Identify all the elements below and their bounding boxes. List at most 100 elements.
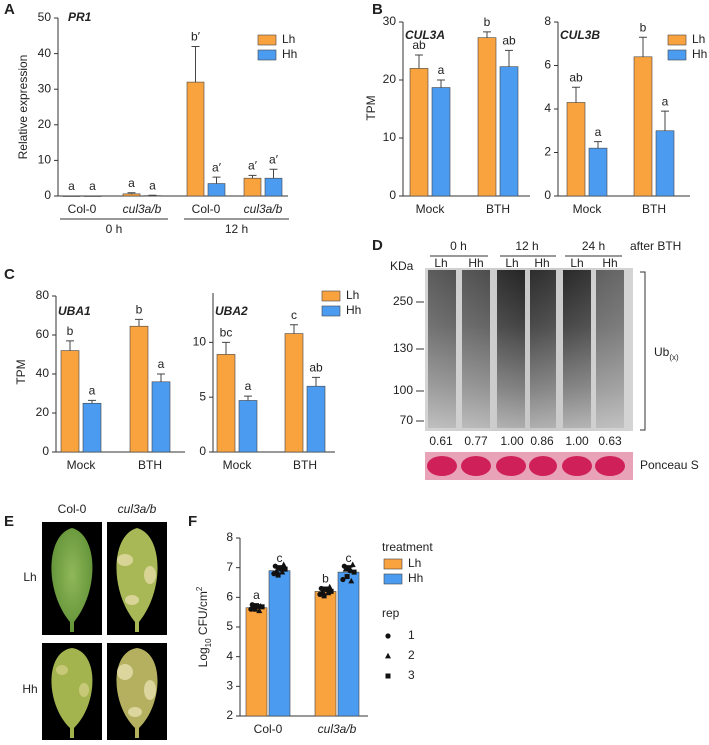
- y-tick-label: 3: [226, 679, 233, 693]
- point: [340, 576, 346, 583]
- significance-letter: b′: [191, 30, 201, 44]
- point: [252, 606, 258, 612]
- legend-swatch: [257, 34, 277, 46]
- significance-letter: ab: [502, 34, 516, 48]
- y-tick-label: 0: [389, 188, 396, 202]
- significance-letter: a: [438, 63, 445, 77]
- error-bar: [290, 324, 298, 334]
- y-axis-label-part: TPM: [364, 95, 378, 120]
- x-tick-label: BTH: [293, 458, 317, 472]
- y-tick-label: 0: [44, 188, 51, 202]
- bar: [151, 381, 171, 453]
- y-tick-label: 20: [38, 117, 52, 131]
- y-tick-label: 8: [226, 530, 233, 544]
- legend-marker: [385, 673, 391, 679]
- bar: [633, 56, 653, 197]
- marker-label: 130: [393, 341, 413, 355]
- legend-label: 3: [408, 668, 415, 682]
- point: [273, 567, 280, 574]
- bar: [216, 354, 236, 453]
- significance-letter: b: [322, 572, 329, 586]
- timepoint-label: 12 h: [515, 239, 538, 253]
- point: [277, 565, 282, 571]
- bar: [431, 87, 451, 197]
- bar: [588, 147, 608, 197]
- chart-title: CUL3B: [560, 28, 600, 42]
- point: [275, 572, 281, 578]
- point: [254, 603, 259, 609]
- point: [351, 569, 357, 575]
- significance-letter: a′: [248, 159, 258, 173]
- error-bar: [483, 31, 491, 38]
- y-axis-label-part: CFU/cm: [196, 591, 210, 638]
- bar: [186, 81, 205, 197]
- ub-label: Ub(x): [654, 345, 679, 361]
- panel-label: E: [4, 513, 14, 530]
- y-tick-label: 20: [36, 405, 50, 419]
- y-tick-label: 10: [193, 335, 207, 349]
- legend-title: rep: [382, 606, 400, 620]
- y-tick-label: 5: [226, 619, 233, 633]
- legend-swatch: [667, 34, 687, 46]
- significance-letter: a: [595, 125, 602, 139]
- error-bar: [244, 395, 252, 401]
- legend-label: Hh: [408, 571, 423, 585]
- legend-label: 2: [408, 648, 415, 662]
- loading-label: Ponceau S: [640, 458, 699, 472]
- bar: [243, 177, 262, 197]
- chart-title: CUL3A: [405, 28, 445, 42]
- legend-swatch: [383, 573, 403, 585]
- point: [346, 565, 351, 571]
- point: [319, 588, 326, 594]
- error-bar: [639, 36, 647, 57]
- blot-lanes: [425, 268, 633, 431]
- y-axis-label: Relative expression: [16, 55, 30, 160]
- significance-letter: a: [89, 179, 96, 193]
- y-axis-label-part: Relative expression: [16, 55, 30, 160]
- y-tick-label: 20: [383, 72, 397, 86]
- legend-swatch: [257, 49, 277, 61]
- x-tick-label: Col-0: [254, 722, 283, 736]
- bar: [82, 402, 102, 453]
- y-tick-label: 0: [42, 444, 49, 458]
- legend-marker: [385, 652, 391, 659]
- legend-label: Lh: [692, 32, 705, 46]
- y-tick-label: 2: [544, 145, 551, 159]
- group-label: 0 h: [106, 222, 123, 236]
- bar: [264, 177, 283, 197]
- y-tick-label: 5: [199, 389, 206, 403]
- bar: [122, 193, 141, 197]
- bar: [499, 66, 519, 197]
- y-tick-label: 7: [226, 560, 233, 574]
- y-tick-label: 4: [544, 101, 551, 115]
- quantification: 0.77: [464, 434, 488, 448]
- y-tick-label: 50: [38, 10, 52, 24]
- quantification: 0.63: [598, 434, 622, 448]
- significance-letter: a: [158, 357, 165, 371]
- ub-label-main: Ub: [654, 345, 670, 359]
- error-bar: [212, 176, 221, 184]
- error-bar: [157, 373, 165, 382]
- lane-label: Hh: [602, 256, 617, 270]
- legend-label: Lh: [408, 556, 421, 570]
- panel-label: B: [372, 1, 383, 18]
- error-bar: [135, 318, 143, 327]
- x-tick-label: cul3a/b: [318, 722, 357, 736]
- y-tick-label: 4: [226, 649, 233, 663]
- bar: [337, 571, 360, 717]
- x-tick-label: Mock: [223, 458, 253, 472]
- point: [256, 607, 263, 614]
- bar: [129, 325, 149, 453]
- y-axis-label-part: 2: [195, 586, 204, 591]
- bar: [268, 570, 291, 717]
- quantification: 1.00: [565, 434, 589, 448]
- error-bar: [437, 79, 445, 88]
- y-tick-label: 30: [383, 14, 397, 28]
- group-label: 12 h: [225, 222, 248, 236]
- treatment-label: after BTH: [630, 239, 681, 253]
- significance-letter: a: [149, 178, 156, 192]
- legend-label: Lh: [346, 288, 359, 302]
- error-bar: [88, 399, 96, 404]
- bar: [314, 591, 337, 717]
- x-tick-label: BTH: [486, 202, 510, 216]
